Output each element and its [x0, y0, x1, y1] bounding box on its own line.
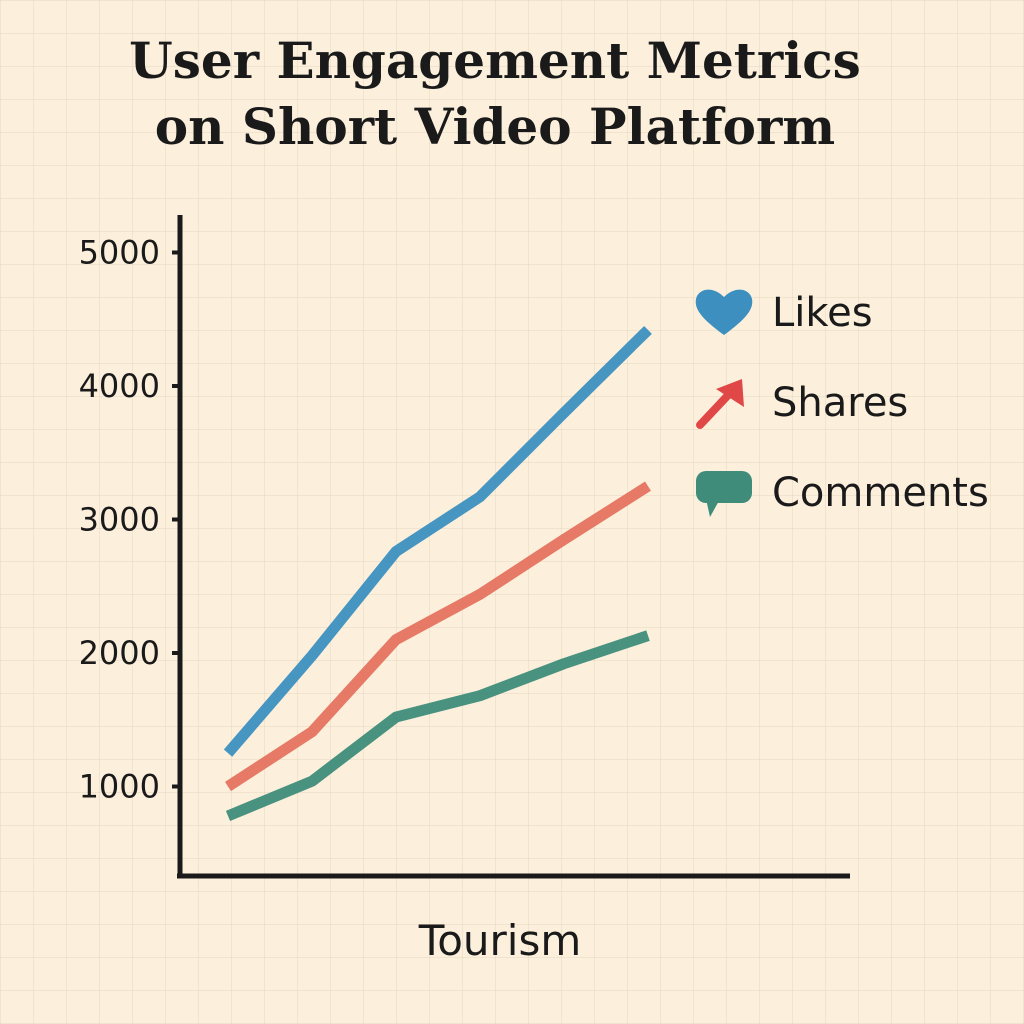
legend-label-shares: Shares	[772, 380, 909, 426]
chart-legend: Likes Shares Comments	[692, 268, 989, 538]
y-axis-ticks: 1000 2000 3000 4000 5000	[79, 234, 182, 806]
legend-label-comments: Comments	[772, 470, 989, 516]
series-lines	[223, 325, 652, 821]
y-tick-label: 1000	[79, 768, 160, 806]
legend-item-likes: Likes	[692, 268, 989, 358]
y-tick-label: 2000	[79, 634, 160, 672]
legend-item-comments: Comments	[692, 448, 989, 538]
series-line-likes	[223, 325, 652, 757]
y-tick-label: 3000	[79, 501, 160, 539]
legend-item-shares: Shares	[692, 358, 989, 448]
legend-label-likes: Likes	[772, 290, 873, 336]
series-line-shares	[224, 481, 651, 792]
series-line-comments	[225, 630, 650, 821]
chart-title-line-2: on Short Video Platform	[154, 97, 836, 156]
chart-title-line-1: User Engagement Metrics	[129, 31, 861, 90]
y-tick-label: 5000	[79, 234, 160, 272]
chart-title: User Engagement Metrics on Short Video P…	[0, 28, 990, 160]
chart-axes	[177, 215, 850, 879]
y-tick-label: 4000	[79, 367, 160, 405]
speech-bubble-icon	[696, 471, 752, 517]
heart-icon	[695, 289, 753, 335]
x-axis-label: Tourism	[418, 916, 582, 965]
arrow-icon	[696, 379, 744, 429]
